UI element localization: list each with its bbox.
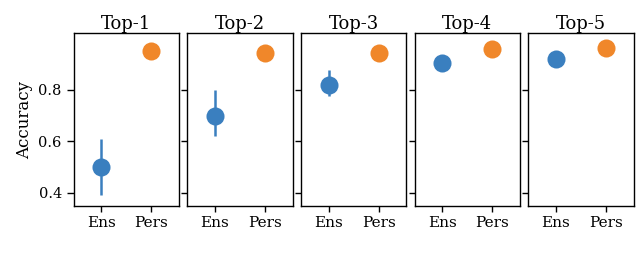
Title: Top-3: Top-3	[328, 15, 379, 33]
Y-axis label: Accuracy: Accuracy	[16, 80, 33, 159]
Title: Top-1: Top-1	[101, 15, 151, 33]
Title: Top-2: Top-2	[215, 15, 265, 33]
Title: Top-4: Top-4	[442, 15, 492, 33]
Title: Top-5: Top-5	[556, 15, 606, 33]
